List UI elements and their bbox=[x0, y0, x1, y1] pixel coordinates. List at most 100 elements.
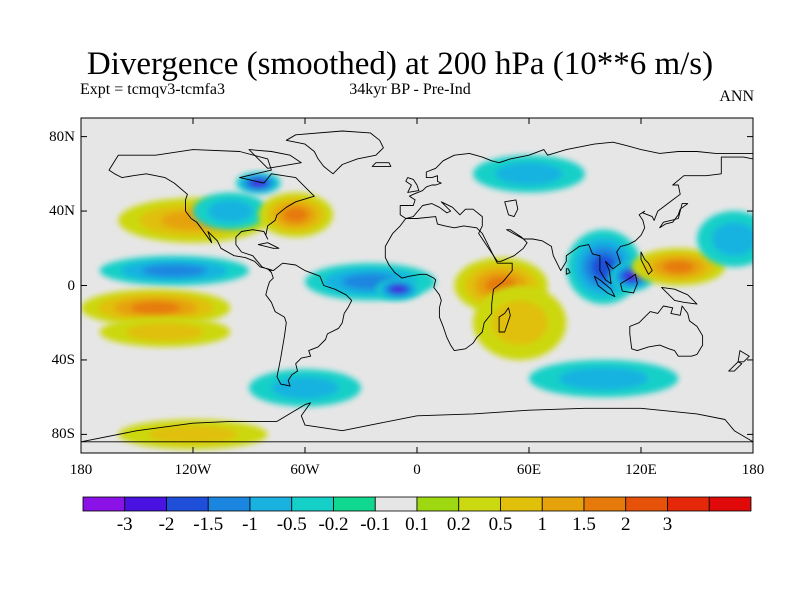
colorbar-label: 0.1 bbox=[405, 514, 429, 535]
coastline-philippines bbox=[640, 251, 653, 275]
lat-tick-label: 40S bbox=[51, 351, 75, 368]
field-anomaly bbox=[473, 155, 585, 193]
colorbar-swatch bbox=[249, 496, 293, 512]
field-contour bbox=[271, 376, 339, 400]
axis-ticks bbox=[80, 118, 754, 453]
colorbar-label: 0.2 bbox=[446, 514, 471, 535]
coastline-japan bbox=[659, 203, 689, 229]
lat-tick-label: 80N bbox=[49, 128, 75, 145]
field-contour bbox=[662, 260, 694, 274]
lat-tick-label: 0 bbox=[67, 277, 76, 294]
colorbar-swatch bbox=[333, 496, 376, 512]
field-anomaly bbox=[118, 419, 268, 450]
colorbar-label: -1.5 bbox=[193, 514, 224, 535]
field-anomaly bbox=[473, 285, 567, 360]
field-contour bbox=[252, 180, 265, 187]
coastline-africa bbox=[384, 216, 513, 352]
field-anomaly bbox=[249, 369, 361, 407]
lon-tick-label: 120W bbox=[174, 462, 212, 478]
colorbar-label: 3 bbox=[662, 514, 673, 535]
field-anomaly bbox=[631, 248, 725, 286]
field-anomaly bbox=[81, 289, 231, 327]
field-anomaly bbox=[193, 192, 268, 230]
colorbar-label: -0.2 bbox=[318, 514, 349, 535]
coastline-new-zealand-south bbox=[728, 361, 743, 372]
coastline-new-guinea bbox=[661, 286, 698, 305]
field-contour bbox=[495, 162, 563, 185]
field-contour bbox=[125, 323, 205, 341]
colorbar-swatch bbox=[124, 496, 167, 512]
field-anomaly bbox=[258, 192, 333, 238]
coastline-greenland bbox=[285, 130, 384, 175]
field-contour bbox=[711, 222, 753, 256]
coastline-sri-lanka bbox=[565, 268, 571, 275]
lon-tick-label: 60W bbox=[290, 462, 320, 478]
coastline-caspian-sea bbox=[504, 199, 519, 218]
coastlines bbox=[81, 130, 753, 443]
colorbar-swatch bbox=[207, 496, 251, 512]
colorbar-label: 1.5 bbox=[572, 514, 596, 535]
colorbar-label: -0.5 bbox=[276, 514, 307, 535]
field-contour bbox=[491, 300, 548, 346]
period-label: 34kyr BP - Pre-Ind bbox=[349, 81, 471, 98]
experiment-label: Expt = tcmqv3-tcmfa3 bbox=[80, 81, 225, 98]
field-contour bbox=[625, 272, 638, 281]
lon-tick-label: 120E bbox=[625, 462, 657, 478]
colorbar-label: -2 bbox=[158, 514, 175, 535]
lon-tick-label: 0 bbox=[413, 462, 421, 478]
field-contour bbox=[558, 367, 649, 390]
field-contour bbox=[142, 264, 207, 277]
coastline-baffin-island bbox=[248, 149, 302, 169]
coastline-madagascar bbox=[498, 307, 511, 333]
colorbar bbox=[82, 496, 752, 512]
colorbar-swatch bbox=[500, 496, 543, 512]
lon-tick-label: 60E bbox=[516, 462, 542, 478]
coastline-sumatra bbox=[593, 275, 616, 298]
field-contour bbox=[148, 425, 238, 444]
colorbar-swatch bbox=[374, 496, 418, 512]
field-anomaly bbox=[375, 278, 421, 301]
colorbar-swatch bbox=[82, 496, 126, 512]
divergence-field bbox=[81, 155, 753, 450]
field-anomaly bbox=[99, 317, 231, 347]
coastline-borneo bbox=[620, 273, 638, 294]
colorbar-label: 2 bbox=[621, 514, 631, 535]
colorbar-swatch bbox=[458, 496, 501, 512]
season-label: ANN bbox=[719, 88, 754, 105]
field-contour bbox=[392, 286, 405, 293]
colorbar-swatch bbox=[416, 496, 460, 512]
colorbar-label: 1 bbox=[537, 514, 548, 535]
coastline-antarctica bbox=[81, 402, 753, 443]
coastline-new-zealand bbox=[737, 350, 750, 363]
colorbar-swatch bbox=[583, 496, 627, 512]
colorbar-swatch bbox=[166, 496, 209, 512]
field-anomaly bbox=[99, 255, 250, 286]
lat-tick-label: 40N bbox=[49, 203, 75, 220]
field-contour bbox=[207, 199, 253, 223]
coastline-south-america bbox=[265, 262, 353, 387]
coastline-iceland bbox=[371, 162, 392, 167]
page-title: Divergence (smoothed) at 200 hPa (10**6 … bbox=[86, 46, 714, 82]
lon-tick-label: 180 bbox=[741, 462, 765, 478]
field-contour bbox=[130, 301, 181, 315]
lon-tick-label: 180 bbox=[69, 462, 93, 478]
coastline-australia bbox=[629, 305, 704, 357]
colorbar-label: -3 bbox=[116, 514, 133, 535]
colorbar-swatch bbox=[667, 496, 710, 512]
colorbar-swatch bbox=[291, 496, 334, 512]
colorbar-label: -1 bbox=[242, 514, 258, 535]
coastline-great-britain bbox=[405, 177, 420, 193]
colorbar-swatch bbox=[708, 496, 752, 512]
field-anomaly bbox=[529, 359, 679, 398]
field-contour bbox=[283, 207, 309, 223]
colorbar-label: 0.5 bbox=[488, 514, 513, 535]
colorbar-label: -0.1 bbox=[360, 514, 391, 535]
field-anomaly bbox=[566, 229, 642, 305]
field-anomaly bbox=[697, 211, 753, 267]
coastline-cuba bbox=[257, 242, 280, 249]
field-anomaly bbox=[235, 171, 281, 195]
lat-tick-label: 80S bbox=[51, 426, 75, 443]
colorbar-swatch bbox=[541, 496, 585, 512]
coastline-eurasia bbox=[399, 141, 753, 285]
